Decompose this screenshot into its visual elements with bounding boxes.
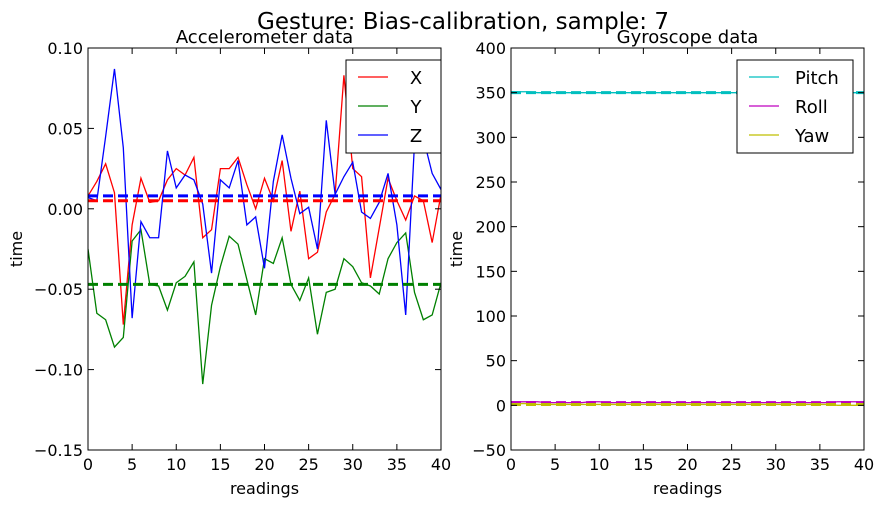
- accel-series-x: [88, 75, 441, 325]
- gyro-ytick-label: 300: [475, 128, 506, 147]
- gyro-xtick-label: 40: [854, 455, 874, 474]
- gyro-ytick-label: 250: [475, 173, 506, 192]
- gyro-xtick-label: 5: [550, 455, 560, 474]
- accel-series-y: [88, 228, 441, 385]
- accel-xtick-label: 10: [166, 455, 186, 474]
- gyro-ytick-label: 400: [475, 39, 506, 58]
- figure-title: Gesture: Bias-calibration, sample: 7: [257, 9, 669, 35]
- gyro-ytick-label: 100: [475, 307, 506, 326]
- accel-xtick-label: 25: [298, 455, 318, 474]
- accel-legend-label-y: Y: [410, 97, 423, 118]
- gyro-xtick-label: 35: [810, 455, 830, 474]
- gyro-xtick-label: 20: [677, 455, 697, 474]
- accel-legend-label-z: Z: [410, 126, 422, 147]
- accel-legend: XYZ: [345, 59, 442, 154]
- accel-ytick-label: 0.10: [47, 39, 83, 58]
- accel-xtick-label: 0: [83, 455, 93, 474]
- gyro-xlabel: readings: [653, 479, 722, 498]
- gyro-xtick-label: 0: [506, 455, 516, 474]
- accel-ytick-label: 0.05: [47, 119, 83, 138]
- accel-legend-label-x: X: [410, 68, 422, 89]
- gyro-ylabel: time: [447, 231, 466, 267]
- gyro-legend-label-pitch: Pitch: [795, 68, 839, 89]
- accel-xtick-label: 35: [387, 455, 407, 474]
- accel-series-z: [88, 68, 441, 319]
- gyro-legend: Pitch Roll Yaw: [736, 59, 854, 154]
- gyro-title: Gyroscope data: [617, 27, 759, 48]
- gyro-ytick-label: 150: [475, 262, 506, 281]
- gyro-ytick-label: −50: [472, 441, 506, 460]
- gyro-ytick-label: 200: [475, 218, 506, 237]
- accel-plot-area: [88, 68, 441, 385]
- accel-ytick-label: −0.15: [34, 441, 83, 460]
- accel-xtick-label: 30: [343, 455, 363, 474]
- gyro-ytick-label: 350: [475, 84, 506, 103]
- accel-xtick-label: 15: [210, 455, 230, 474]
- accel-xtick-label: 40: [431, 455, 451, 474]
- gyro-xtick-label: 30: [766, 455, 786, 474]
- gyro-xtick-label: 15: [633, 455, 653, 474]
- accel-xtick-label: 5: [127, 455, 137, 474]
- gyro-xtick-label: 10: [589, 455, 609, 474]
- gyro-ytick-label: 50: [486, 352, 506, 371]
- gyro-xtick-label: 25: [721, 455, 741, 474]
- gyro-legend-label-yaw: Yaw: [794, 126, 829, 147]
- accelerometer-panel: Accelerometer data 0 5 10 15 20 25 30 35 40 −0.15 −…: [7, 27, 451, 498]
- gyro-legend-label-roll: Roll: [795, 97, 828, 118]
- accel-ytick-label: −0.10: [34, 361, 83, 380]
- accel-ylabel: time: [7, 231, 26, 267]
- gyro-ytick-label: 0: [496, 396, 506, 415]
- accel-xlabel: readings: [230, 479, 299, 498]
- accel-title: Accelerometer data: [176, 27, 353, 48]
- accel-ytick-label: −0.05: [34, 280, 83, 299]
- accel-xtick-label: 20: [254, 455, 274, 474]
- accel-ytick-label: 0.00: [47, 200, 83, 219]
